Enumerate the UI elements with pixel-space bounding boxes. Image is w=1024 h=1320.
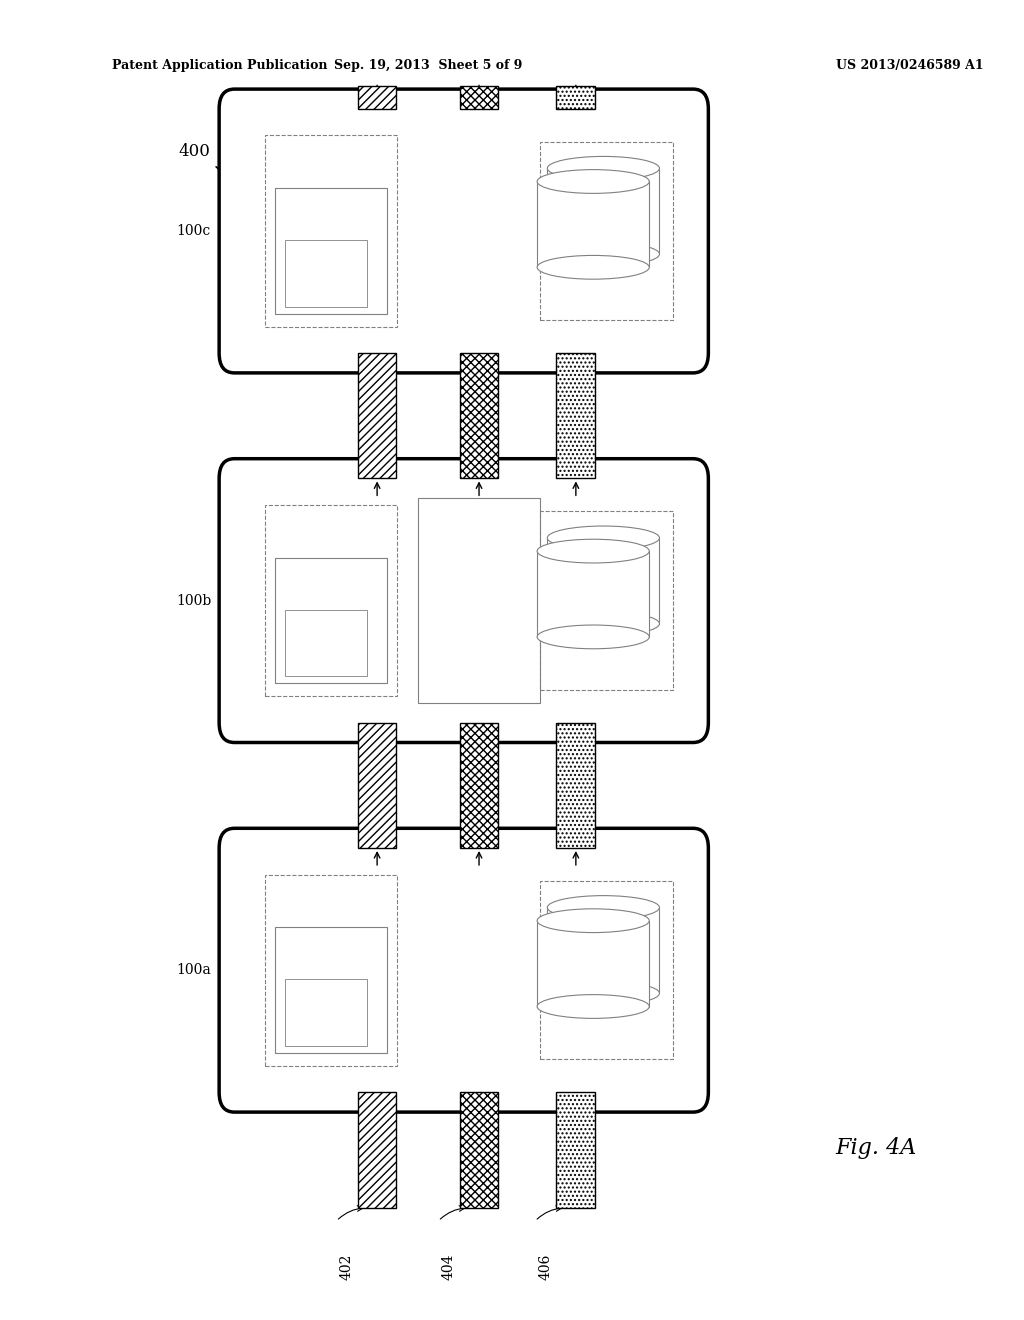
Bar (547, 168, 659, 253)
Bar (556, 723, 595, 847)
Text: computing nodes: computing nodes (328, 935, 335, 1006)
Bar (547, 539, 659, 623)
Ellipse shape (538, 995, 649, 1019)
Bar (357, 354, 396, 478)
Bar (541, 143, 673, 321)
Bar (265, 135, 397, 327)
Bar (357, 1093, 396, 1208)
Ellipse shape (547, 525, 659, 549)
Bar (538, 921, 649, 1006)
FancyBboxPatch shape (219, 829, 709, 1111)
Bar (556, 86, 595, 110)
Bar (275, 927, 387, 1053)
Text: computing nodes: computing nodes (328, 195, 335, 267)
FancyBboxPatch shape (219, 90, 709, 374)
Bar (460, 86, 499, 110)
Ellipse shape (538, 624, 649, 648)
Bar (286, 610, 367, 676)
Bar (275, 189, 387, 314)
Text: 100b: 100b (176, 594, 211, 607)
Bar (556, 1093, 595, 1208)
Bar (460, 1093, 499, 1208)
Bar (286, 240, 367, 308)
Ellipse shape (547, 895, 659, 919)
Ellipse shape (538, 169, 649, 194)
Bar (460, 354, 499, 478)
Text: Sep. 19, 2013  Sheet 5 of 9: Sep. 19, 2013 Sheet 5 of 9 (334, 59, 522, 73)
Text: 400: 400 (178, 144, 210, 160)
Text: storage
nodes: storage nodes (605, 209, 623, 240)
Text: management node: management node (475, 561, 483, 640)
Ellipse shape (547, 242, 659, 267)
Text: 100a: 100a (176, 964, 211, 977)
Bar (275, 557, 387, 682)
Bar (265, 874, 397, 1067)
Bar (460, 723, 499, 847)
Text: Patent Application Publication: Patent Application Publication (112, 59, 328, 73)
Text: Fig. 4A: Fig. 4A (836, 1138, 918, 1159)
Ellipse shape (538, 255, 649, 280)
Text: storage
nodes: storage nodes (605, 948, 623, 979)
Bar (541, 511, 673, 689)
Text: 402: 402 (340, 1254, 353, 1280)
Text: 100c: 100c (176, 224, 211, 238)
Ellipse shape (538, 539, 649, 562)
Ellipse shape (547, 157, 659, 181)
Bar (538, 181, 649, 267)
FancyBboxPatch shape (219, 459, 709, 742)
Bar (357, 86, 396, 110)
Text: 406: 406 (539, 1254, 552, 1280)
Bar (418, 498, 541, 702)
Text: US 2013/0246589 A1: US 2013/0246589 A1 (836, 59, 983, 73)
Bar (286, 979, 367, 1045)
Bar (547, 908, 659, 993)
Ellipse shape (538, 908, 649, 932)
Bar (541, 882, 673, 1059)
Text: computing nodes: computing nodes (328, 565, 335, 636)
Bar (357, 723, 396, 847)
Ellipse shape (547, 982, 659, 1006)
Bar (265, 504, 397, 697)
Ellipse shape (547, 611, 659, 635)
Text: 404: 404 (441, 1254, 456, 1280)
Bar (538, 552, 649, 636)
Bar (556, 354, 595, 478)
Text: storage
nodes: storage nodes (605, 578, 623, 610)
